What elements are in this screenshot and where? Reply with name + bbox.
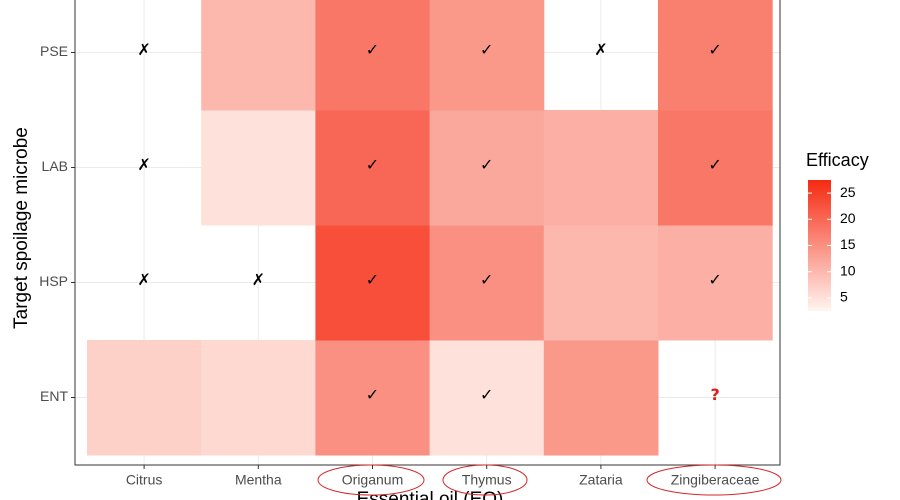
panel-border xyxy=(74,0,781,466)
cell-label: ✓ xyxy=(708,270,721,289)
tile xyxy=(315,110,431,226)
tile xyxy=(658,110,773,226)
highlight xyxy=(317,464,425,496)
colorbar-tick-label: 15 xyxy=(840,236,856,252)
cell-label: ✓ xyxy=(480,270,493,289)
highlight xyxy=(442,464,528,496)
cell-label: ✗ xyxy=(137,40,150,59)
tile xyxy=(429,225,545,341)
cell-label: ✓ xyxy=(708,40,721,59)
tile xyxy=(543,340,659,456)
tile xyxy=(87,340,202,456)
y-tick-label: ENT xyxy=(40,388,68,404)
x-tick-label: Citrus xyxy=(126,472,163,488)
legend-title: Efficacy xyxy=(806,150,869,170)
tile xyxy=(543,110,659,226)
tile xyxy=(543,225,659,341)
tile xyxy=(201,340,316,456)
y-tick-label: LAB xyxy=(42,158,68,174)
tile xyxy=(315,225,431,341)
y-tick-label: PSE xyxy=(40,43,68,59)
tile xyxy=(429,340,545,456)
y-axis-title: Target spoilage microbe xyxy=(11,127,32,329)
colorbar-tick-label: 20 xyxy=(840,210,856,226)
colorbar-tick-label: 5 xyxy=(840,289,848,305)
tile xyxy=(658,0,773,111)
cell-label: ✓ xyxy=(480,155,493,174)
tiles xyxy=(87,0,773,456)
tile xyxy=(658,225,773,341)
y-tick-label: HSP xyxy=(39,273,68,289)
tile xyxy=(429,0,545,111)
cell-label: ✓ xyxy=(366,155,379,174)
cell-label: ✗ xyxy=(252,270,265,289)
tile xyxy=(429,110,545,226)
tile xyxy=(315,0,431,111)
x-tick-label: Zataria xyxy=(579,472,623,488)
cell-label: ? xyxy=(710,385,719,404)
colorbar-tick-label: 10 xyxy=(840,262,856,278)
x-tick-label: Origanum xyxy=(342,472,403,488)
cell-label: ✓ xyxy=(366,270,379,289)
x-tick-label: Mentha xyxy=(235,472,282,488)
colorbar xyxy=(808,180,831,311)
highlight xyxy=(646,464,782,496)
tile xyxy=(201,110,316,226)
x-tick-label: Thymus xyxy=(462,472,512,488)
cell-label: ✓ xyxy=(708,155,721,174)
cell-label: ✓ xyxy=(480,385,493,404)
x-axis-title: Essential oil (EO) xyxy=(357,489,504,500)
x-tick-label: Zingiberaceae xyxy=(671,472,760,488)
cell-label: ✓ xyxy=(366,385,379,404)
colorbar-tick-label: 25 xyxy=(840,184,856,200)
cell-label: ✓ xyxy=(480,40,493,59)
cell-label: ✗ xyxy=(594,40,607,59)
cell-label: ✗ xyxy=(137,155,150,174)
cell-label: ✗ xyxy=(137,270,150,289)
tile xyxy=(315,340,431,456)
tile xyxy=(201,0,316,111)
cell-label: ✓ xyxy=(366,40,379,59)
